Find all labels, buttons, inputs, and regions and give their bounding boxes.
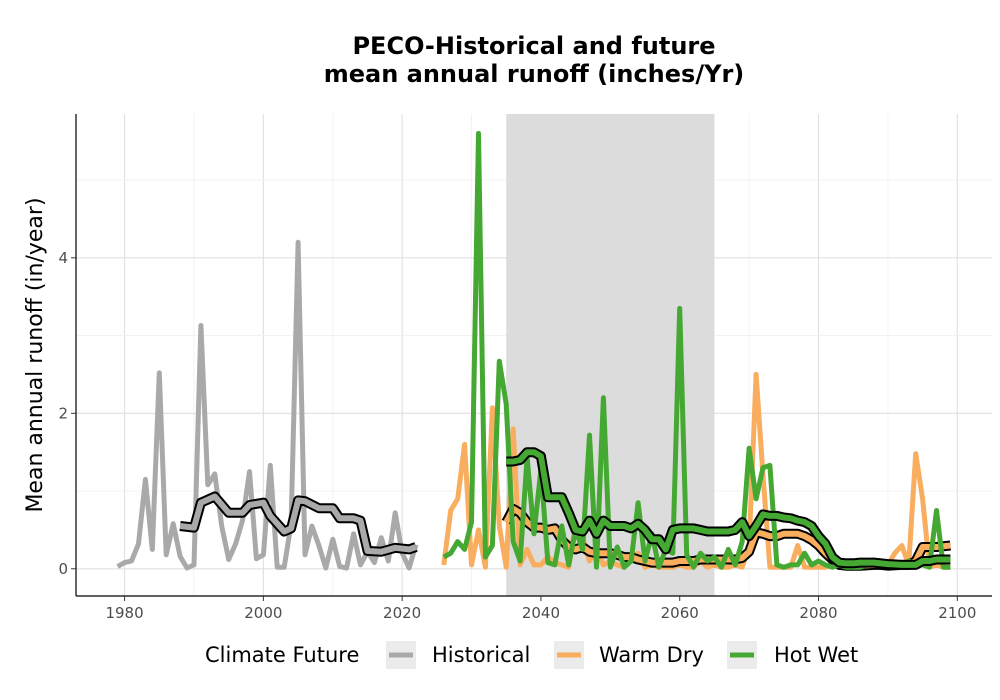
x-tick-label: 2080 [799,604,837,622]
legend-title: Climate Future [205,643,359,667]
x-axis-ticks: 1980 2000 2020 2040 2060 2080 2100 [105,596,976,622]
x-tick-label: 2020 [383,604,421,622]
series-lines [116,130,951,571]
chart-title-line2: mean annual runoff (inches/Yr) [324,60,745,88]
x-tick-label: 2000 [244,604,282,622]
legend-label-warm-dry: Warm Dry [599,643,704,667]
x-tick-label: 2040 [522,604,560,622]
y-tick-label: 0 [58,560,68,578]
legend-label-hot-wet: Hot Wet [774,643,858,667]
chart-title-line1: PECO-Historical and future [352,32,715,60]
y-axis-title: Mean annual runoff (in/year) [23,197,48,512]
series-line-historical-10-yr-mean [179,493,417,555]
x-tick-label: 2100 [938,604,976,622]
legend-label-historical: Historical [432,643,530,667]
x-tick-label: 1980 [105,604,143,622]
y-tick-label: 4 [58,249,68,267]
y-tick-label: 2 [58,404,68,422]
x-tick-label: 2060 [661,604,699,622]
series-line-hot-wet-10-yr-mean [506,449,951,568]
y-axis-ticks: 0 2 4 [58,249,76,578]
legend: Climate Future Historical Warm Dry Hot W… [205,641,858,669]
